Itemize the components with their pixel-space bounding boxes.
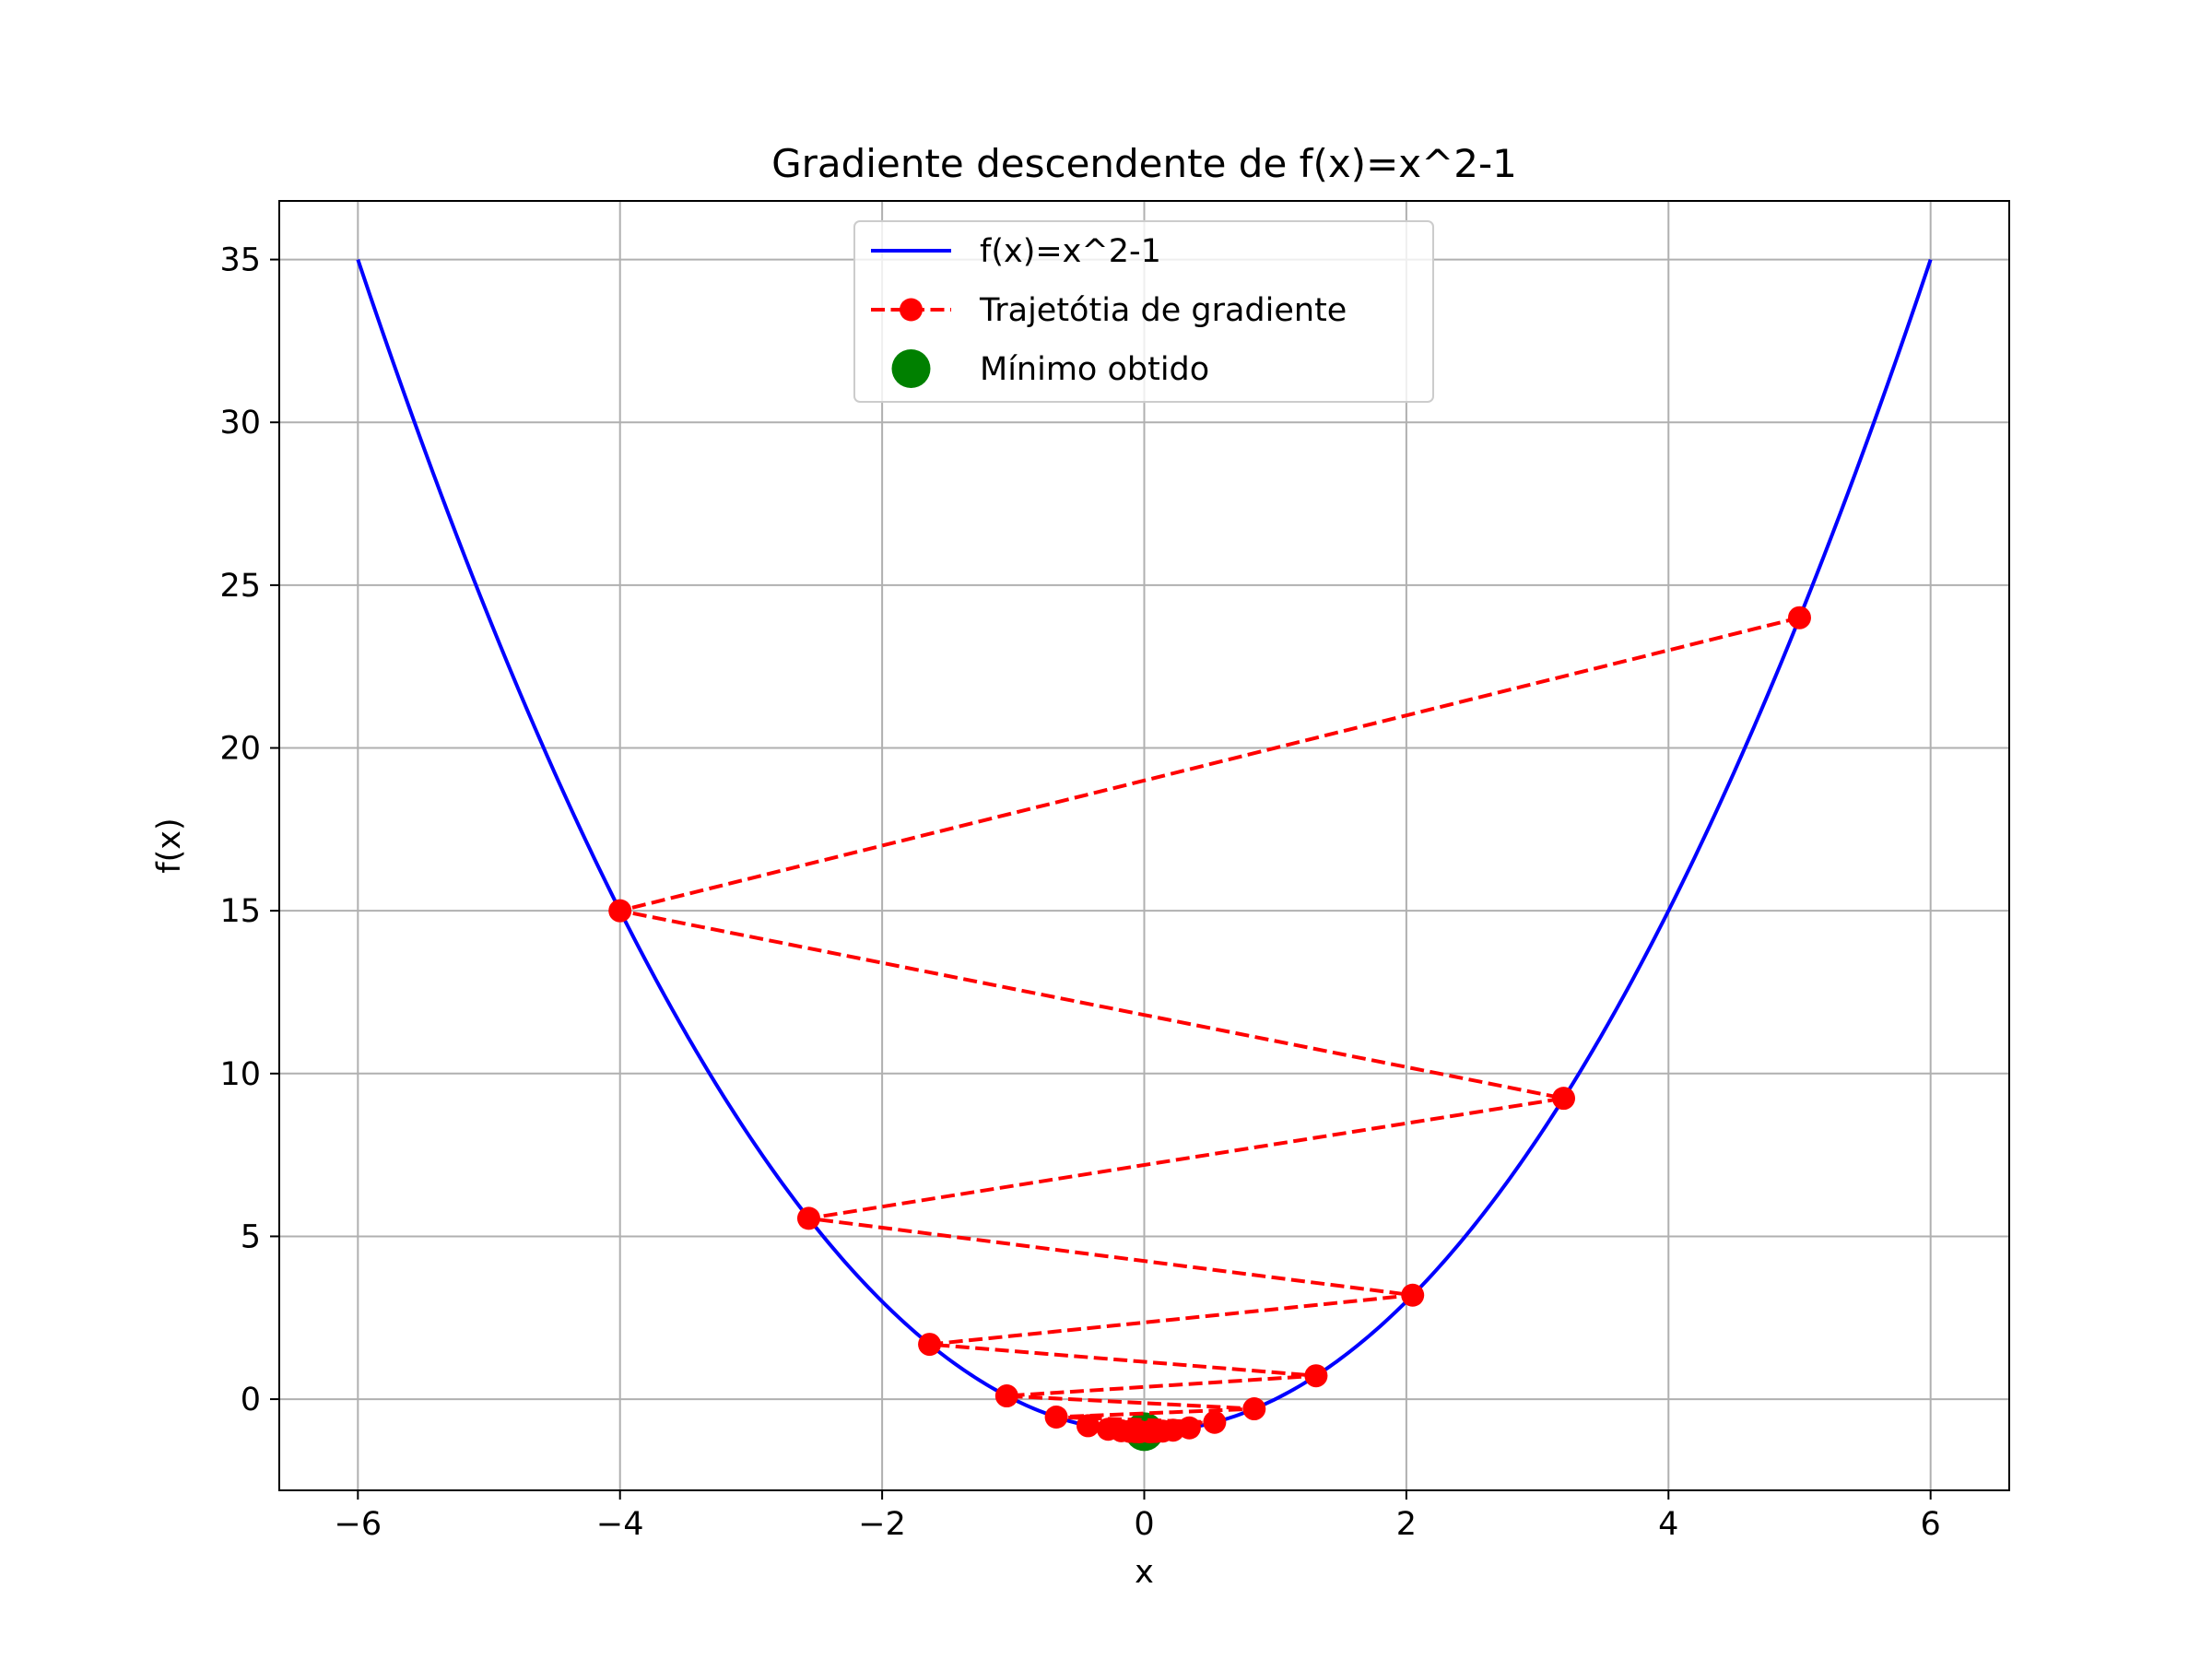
y-tick-label: 25: [219, 568, 261, 605]
trajectory-point: [1128, 1419, 1152, 1443]
trajectory-point: [1787, 606, 1811, 629]
legend: f(x)=x^2-1 Trajetótia de gradiente Mínimo …: [853, 220, 1434, 403]
y-tick-label: 35: [219, 242, 261, 279]
x-tick-label: 6: [1921, 1506, 1941, 1543]
x-tick-label: −2: [858, 1506, 906, 1543]
trajectory-point: [994, 1384, 1018, 1408]
ticks: −6 −4 −2 0 2 4 6 0 5 10 15 20 25 30 35: [219, 242, 1940, 1543]
trajectory-point: [1552, 1087, 1576, 1111]
trajectory-point: [1044, 1406, 1068, 1430]
y-tick-label: 15: [219, 893, 261, 930]
legend-marker-trajectory: [900, 298, 923, 322]
trajectory-point: [608, 899, 632, 923]
trajectory-point: [1304, 1364, 1328, 1388]
legend-marker-minimum: [891, 349, 931, 388]
y-axis-label: f(x): [151, 818, 188, 873]
plot-area: [356, 258, 1933, 1452]
x-axis-label: x: [1135, 1554, 1154, 1591]
y-tick-label: 10: [219, 1056, 261, 1093]
x-tick-label: −6: [335, 1506, 382, 1543]
trajectory-point: [796, 1206, 820, 1230]
trajectory-point: [918, 1333, 942, 1357]
x-tick-label: −4: [596, 1506, 644, 1543]
y-tick-label: 5: [241, 1218, 261, 1255]
x-tick-label: 0: [1134, 1506, 1154, 1543]
x-tick-label: 2: [1396, 1506, 1417, 1543]
trajectory-point: [1076, 1414, 1100, 1438]
y-tick-label: 20: [219, 731, 261, 768]
legend-box: [853, 220, 1434, 403]
legend-label: f(x)=x^2-1: [980, 233, 1161, 270]
y-tick-label: 0: [241, 1382, 261, 1418]
legend-label: Trajetótia de gradiente: [979, 292, 1347, 329]
legend-label: Mínimo obtido: [980, 351, 1209, 388]
trajectory-point: [1401, 1283, 1425, 1307]
x-tick-label: 4: [1658, 1506, 1678, 1543]
y-tick-label: 30: [219, 405, 261, 441]
trajectory-point: [1203, 1410, 1227, 1434]
trajectory-point: [1242, 1397, 1266, 1421]
chart-title: Gradiente descendente de f(x)=x^2-1: [771, 141, 1517, 186]
